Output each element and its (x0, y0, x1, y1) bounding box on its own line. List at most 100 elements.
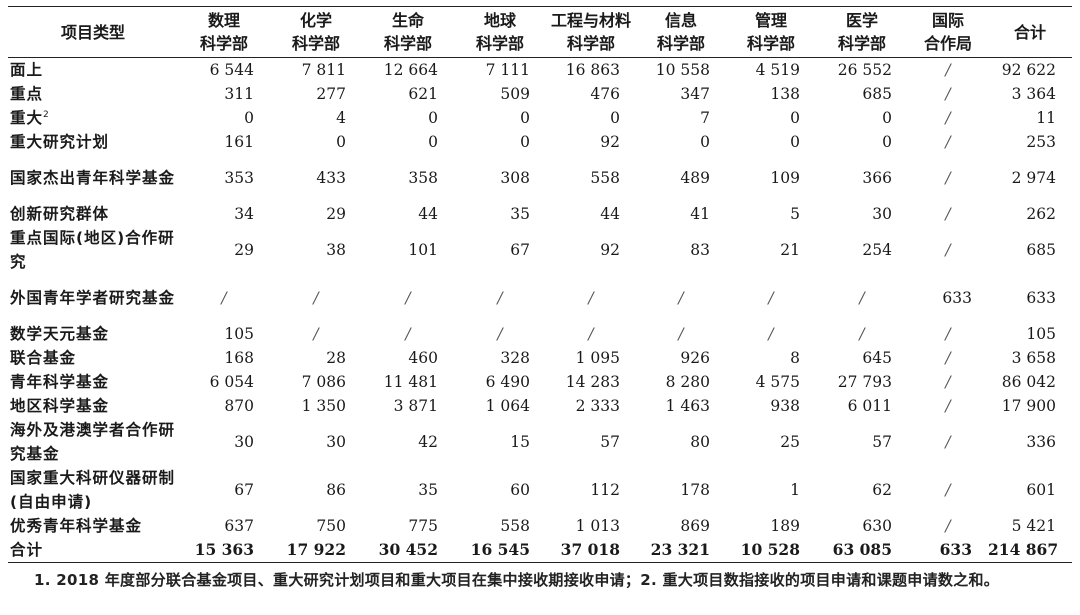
row-label-text: 国家重大科研仪器研制(自由申请) (10, 469, 176, 511)
row-label-text: 重点 (10, 85, 44, 103)
table-cell: 6 054 (209, 373, 254, 391)
table-cell: 28 (326, 349, 346, 367)
table-cell: 44 (600, 205, 620, 223)
table-cell: 3 364 (1011, 85, 1056, 103)
table-cell: 0 (882, 109, 892, 127)
table-cell: 558 (500, 517, 530, 535)
table-cell: 57 (600, 433, 620, 451)
table-cell: 601 (1026, 481, 1056, 499)
column-header-line1: 地球 (483, 11, 516, 30)
column-header-line1: 管理 (754, 11, 787, 30)
table-cell: 92 622 (1001, 61, 1056, 79)
table-cell: / (405, 325, 411, 343)
application-statistics-table: 项目类型 数理 科学部 化学 科学部 生命 科学部 地球 科学部 工程与材料 科学部 信息 科学部 管理科… (8, 6, 1072, 563)
table-cell: / (405, 289, 411, 307)
row-label-text: 创新研究群体 (10, 205, 110, 223)
table-cell: 10 528 (726, 538, 816, 563)
row-label: 合计 (8, 538, 178, 563)
table-cell: / (768, 289, 774, 307)
table-cell: 138 (770, 85, 800, 103)
row-label: 数学天元基金 (8, 322, 178, 346)
table-cell: 14 283 (565, 373, 620, 391)
table-row: 地区科学基金 870 1 350 3 871 1 064 2 333 1 463 938 6 0… (8, 394, 1072, 418)
table-cell: 27 793 (837, 373, 892, 391)
table-cell: 277 (316, 85, 346, 103)
column-header-line2: 科学部 (475, 34, 524, 53)
header-project-type: 项目类型 (8, 6, 178, 58)
table-cell: 15 363 (178, 538, 270, 563)
table-cell: 347 (680, 85, 710, 103)
table-cell: 29 (234, 241, 254, 259)
row-label-text: 合计 (10, 541, 44, 559)
table-cell: 34 (234, 205, 254, 223)
table-cell: / (945, 169, 951, 187)
table-cell: 86 (326, 481, 346, 499)
table-cell: 15 (510, 433, 530, 451)
table-cell: 30 (326, 433, 346, 451)
column-header-line2: 科学部 (746, 34, 795, 53)
table-cell: 12 664 (383, 61, 438, 79)
table-cell: 5 421 (1011, 517, 1056, 535)
table-cell: 328 (500, 349, 530, 367)
table-cell: 6 544 (209, 61, 254, 79)
table-cell: / (945, 373, 951, 391)
table-cell: 6 490 (485, 373, 530, 391)
table-cell: 161 (224, 133, 254, 151)
table-cell: 7 111 (485, 61, 530, 79)
table-cell: 23 321 (636, 538, 726, 563)
row-label: 国家重大科研仪器研制(自由申请) (8, 466, 178, 514)
table-row: 重大2 0 4 0 0 0 7 0 0 / 11 (8, 106, 1072, 130)
table-cell: 189 (770, 517, 800, 535)
column-header-line2: 科学部 (566, 34, 615, 53)
table-cell: 869 (680, 517, 710, 535)
table-cell: 35 (510, 205, 530, 223)
table-cell: 637 (224, 517, 254, 535)
column-header-line1: 化学 (299, 11, 332, 30)
table-cell: 21 (780, 241, 800, 259)
table-cell: 0 (882, 133, 892, 151)
table-cell: 1 095 (575, 349, 620, 367)
table-cell: 262 (1026, 205, 1056, 223)
table-cell: 358 (408, 169, 438, 187)
table-cell: 558 (590, 169, 620, 187)
row-label: 地区科学基金 (8, 394, 178, 418)
table-cell: 30 (234, 433, 254, 451)
column-header: 化学 科学部 (270, 6, 362, 58)
table-cell: 80 (690, 433, 710, 451)
table-cell: 7 811 (301, 61, 346, 79)
table-cell: 44 (418, 205, 438, 223)
table-cell: / (859, 289, 865, 307)
table-cell: / (768, 325, 774, 343)
table-cell: 26 552 (837, 61, 892, 79)
table-cell: / (678, 325, 684, 343)
table-cell: / (588, 289, 594, 307)
row-label: 青年科学基金 (8, 370, 178, 394)
row-label: 外国青年学者研究基金 (8, 274, 178, 322)
table-cell: 38 (326, 241, 346, 259)
table-cell: 16 545 (454, 538, 546, 563)
table-cell: 30 (872, 205, 892, 223)
table-cell: 11 481 (383, 373, 438, 391)
table-cell: 775 (408, 517, 438, 535)
table-cell: 0 (428, 133, 438, 151)
row-label-text: 优秀青年科学基金 (10, 517, 143, 535)
table-cell: 509 (500, 85, 530, 103)
table-cell: / (945, 325, 951, 343)
table-cell: 109 (770, 169, 800, 187)
row-label: 重点国际(地区)合作研究 (8, 226, 178, 274)
table-cell: 0 (520, 133, 530, 151)
table-cell: 37 018 (546, 538, 636, 563)
column-header: 国际 合作局 (908, 6, 988, 58)
table-cell: / (497, 289, 503, 307)
row-label: 重大研究计划 (8, 130, 178, 154)
table-cell: 0 (610, 109, 620, 127)
table-cell: 621 (408, 85, 438, 103)
table-cell: 0 (790, 109, 800, 127)
table-row: 创新研究群体 34 29 44 35 44 41 5 30 / 262 (8, 202, 1072, 226)
table-footnote: 1. 2018 年度部分联合基金项目、重大研究计划项目和重大项目在集中接收期接收… (34, 571, 1000, 589)
table-cell: 0 (790, 133, 800, 151)
table-cell: 11 (1036, 109, 1056, 127)
row-label-text: 外国青年学者研究基金 (10, 289, 176, 307)
column-header-line1: 项目类型 (60, 22, 125, 42)
column-header: 信息 科学部 (636, 6, 726, 58)
